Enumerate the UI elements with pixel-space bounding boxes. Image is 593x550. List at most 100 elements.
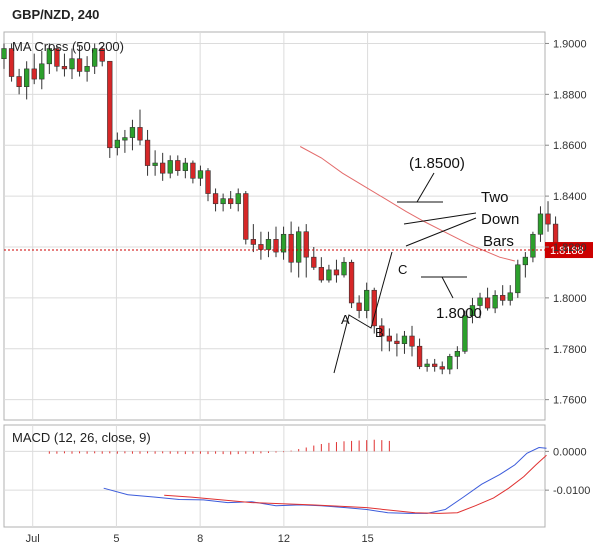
candle-34 [258, 231, 264, 260]
candle-body [280, 233, 287, 253]
candle-56 [424, 358, 430, 372]
candle-2 [16, 68, 22, 95]
candle-24 [182, 157, 188, 179]
candle-body [99, 48, 105, 62]
candle-body [424, 363, 430, 367]
macd-histogram [48, 439, 390, 455]
candle-8 [61, 53, 68, 77]
candle-27 [205, 168, 211, 202]
candle-body [311, 256, 317, 268]
chart-title: GBP/NZD, 240 [12, 7, 99, 22]
candle-9 [69, 48, 75, 80]
candle-14 [107, 60, 113, 158]
candle-body [220, 198, 226, 205]
candle-26 [197, 165, 204, 186]
price-grid [4, 32, 545, 420]
candle-body [439, 366, 445, 370]
candle-body [152, 162, 158, 166]
target-high-label: (1.8500) [409, 155, 465, 172]
candle-15 [114, 132, 120, 156]
candle-body [144, 139, 151, 166]
candle-12 [92, 43, 98, 74]
price-panel-title: MA Cross (50, 200) [12, 39, 124, 54]
current-price-label: 1.8188 [550, 245, 584, 257]
candle-20 [152, 150, 158, 176]
price-axis: 1.7600 1.7800 1.8000 1.8200 1.8400 1.8600 1.88… [545, 38, 587, 407]
target-low-pointer [441, 276, 454, 299]
candle-body [416, 345, 423, 367]
candles [1, 43, 559, 375]
candle-body [258, 244, 264, 250]
candle-body [500, 295, 506, 301]
current-price-line: 1.8188 [4, 242, 593, 259]
candle-66 [500, 285, 506, 306]
candle-body [356, 302, 362, 311]
macd-tick-label: -0.0100 [553, 485, 590, 497]
candle-body [137, 127, 143, 141]
candle-72 [545, 201, 551, 232]
candle-64 [484, 287, 491, 311]
candle-body [265, 239, 272, 250]
candle-58 [439, 361, 445, 375]
candle-28 [212, 188, 219, 212]
candle-body [507, 292, 513, 301]
current-price-tag [545, 242, 593, 259]
candle-body [447, 356, 453, 370]
price-tick-label: 1.7800 [553, 344, 587, 356]
note-pointer-lower [405, 217, 477, 247]
candle-body [114, 139, 120, 149]
candle-body [69, 58, 75, 70]
candle-40 [303, 224, 309, 278]
candle-body [84, 66, 90, 72]
candle-body [31, 68, 37, 80]
price-tick-label: 1.8000 [553, 293, 587, 305]
candle-body [243, 193, 249, 240]
candle-67 [507, 285, 513, 306]
candle-23 [175, 155, 181, 176]
candle-body [212, 193, 219, 205]
price-tick-label: 1.8200 [553, 242, 587, 254]
candle-71 [537, 206, 544, 242]
candle-body [394, 340, 400, 344]
time-tick-label: 8 [197, 533, 203, 545]
price-tick-label: 1.7600 [553, 395, 587, 407]
candle-29 [220, 193, 226, 212]
candle-25 [190, 160, 196, 184]
candle-body [462, 315, 468, 352]
candle-65 [492, 290, 498, 314]
time-tick-label: 15 [361, 533, 373, 545]
candle-44 [333, 259, 340, 283]
candle-body [333, 269, 340, 276]
time-tick-label: Jul [26, 533, 40, 545]
candle-body [39, 63, 45, 80]
candle-3 [24, 61, 30, 100]
candle-50 [379, 318, 385, 352]
macd-lines [103, 446, 547, 514]
candle-body [46, 48, 52, 65]
candle-body [54, 48, 60, 67]
candle-body [61, 66, 68, 70]
candle-4 [31, 53, 37, 85]
candle-17 [129, 119, 136, 151]
candle-51 [386, 328, 392, 352]
candle-47 [356, 295, 362, 319]
candle-body [235, 193, 241, 205]
candle-body [364, 289, 370, 311]
candle-body [432, 363, 438, 367]
candle-body [318, 267, 324, 281]
macd-axis: 0.0000 -0.0100 [545, 446, 590, 497]
candle-32 [243, 191, 249, 245]
macd-line [103, 446, 547, 514]
candle-7 [54, 45, 60, 72]
candle-61 [462, 310, 468, 354]
candle-6 [46, 43, 52, 74]
candle-body [454, 351, 460, 357]
candle-1 [8, 43, 15, 82]
candle-68 [515, 259, 521, 298]
time-axis: Jul 5 8 12 15 [26, 533, 374, 545]
candle-35 [265, 231, 272, 258]
candle-30 [228, 191, 234, 209]
candle-48 [364, 282, 370, 319]
candle-body [205, 170, 211, 194]
